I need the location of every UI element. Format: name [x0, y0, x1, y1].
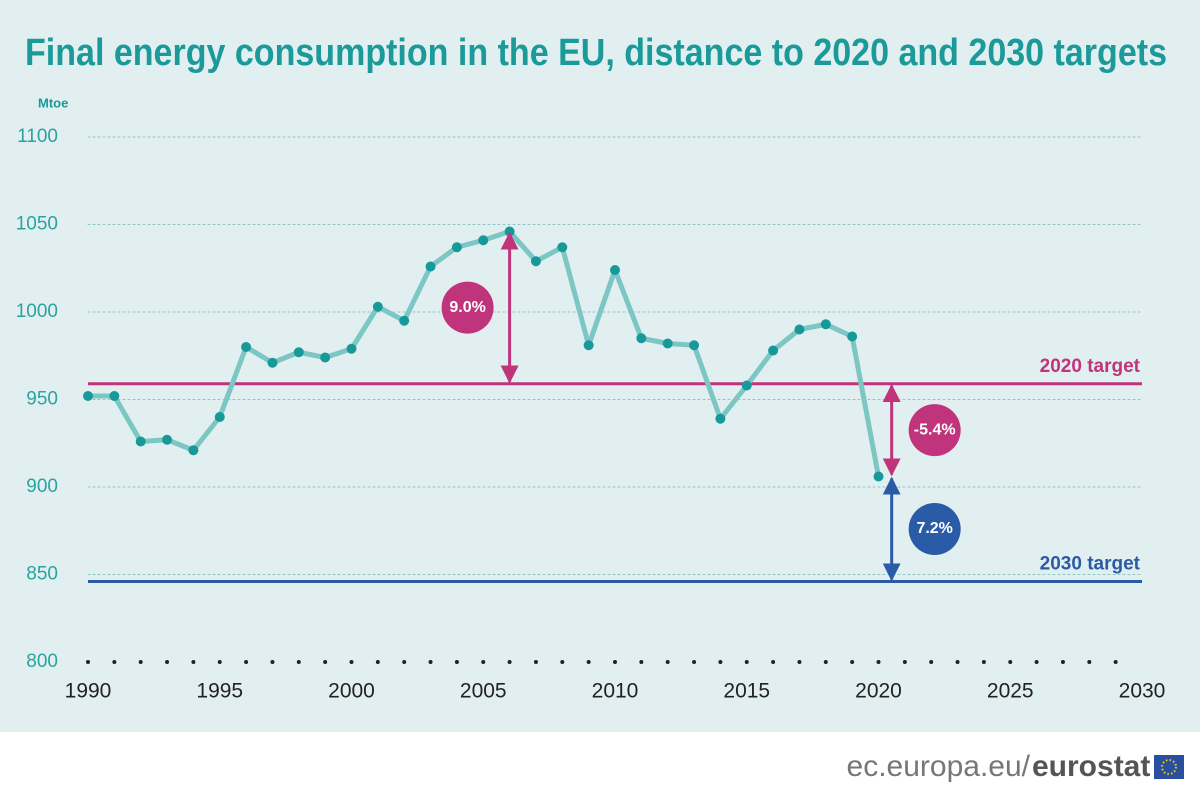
data-point [188, 445, 199, 456]
y-tick-label: 850 [26, 564, 58, 585]
percent-label: 9.0% [449, 299, 485, 316]
data-point [847, 331, 858, 342]
x-tick-label: 2010 [592, 680, 639, 703]
data-point [478, 235, 489, 246]
y-tick-label: 1000 [16, 301, 58, 322]
x-tick-label: 2030 [1119, 680, 1166, 703]
y-tick-label: 1100 [17, 126, 58, 147]
data-point [451, 242, 462, 253]
chart-title: Final energy consumption in the EU, dist… [25, 32, 1167, 74]
eu-flag [1154, 755, 1184, 779]
x-tick-label: 2005 [460, 680, 507, 703]
data-point [320, 352, 331, 363]
data-point [794, 324, 805, 335]
data-point [109, 391, 120, 401]
footer-site: ec.europa.eu/ [847, 750, 1031, 783]
y-unit: Mtoe [38, 95, 68, 110]
y-tick-label: 950 [26, 389, 58, 410]
data-point [636, 333, 647, 344]
data-point [689, 340, 700, 351]
data-point [241, 342, 252, 352]
data-point [820, 319, 831, 330]
data-point [662, 338, 673, 349]
footer-background [0, 732, 1200, 800]
data-point [135, 436, 146, 447]
data-point [162, 434, 173, 445]
y-tick-label: 900 [26, 476, 58, 497]
data-point [293, 347, 304, 358]
target-label: 2030 target [1040, 554, 1141, 575]
y-tick-label: 1050 [16, 214, 58, 235]
target-label: 2020 target [1040, 356, 1141, 377]
data-point [530, 256, 541, 267]
x-tick-label: 2000 [328, 680, 375, 703]
y-tick-label: 800 [26, 651, 58, 672]
data-point [557, 242, 568, 253]
data-point [741, 380, 752, 391]
percent-bubble [908, 404, 961, 457]
percent-bubble [908, 503, 961, 555]
percent-bubble [441, 281, 494, 334]
data-point [267, 357, 278, 368]
plot-area: 800 850 900 950 1000 1050 1100 1990 1995 2000 2005… [16, 126, 1166, 703]
data-point [346, 343, 357, 354]
data-point [610, 265, 620, 275]
footer-brand: eurostat [1032, 750, 1150, 783]
x-tick-label: 2020 [855, 680, 902, 703]
x-tick-label: 1995 [196, 680, 243, 703]
data-point [372, 301, 383, 312]
eu-stars [1161, 759, 1177, 775]
percent-label: 7.2% [916, 520, 952, 537]
plot-background [0, 0, 1200, 732]
data-point [583, 340, 594, 351]
data-point [214, 412, 225, 422]
data-point [399, 315, 410, 326]
data-point [873, 471, 884, 482]
data-point [768, 345, 779, 356]
x-tick-label: 1990 [65, 680, 112, 703]
x-tick-label: 2025 [987, 680, 1034, 703]
data-point [425, 261, 436, 272]
data-point [715, 413, 726, 424]
percent-label: -5.4% [914, 421, 956, 438]
x-tick-label: 2015 [723, 680, 770, 703]
data-point [83, 391, 93, 401]
